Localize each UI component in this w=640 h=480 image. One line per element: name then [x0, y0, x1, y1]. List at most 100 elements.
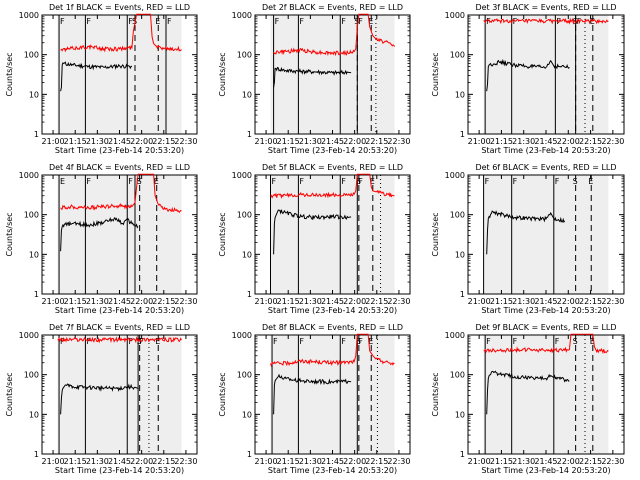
series-group: [270, 173, 395, 255]
y-tick-label: 10: [29, 410, 39, 419]
x-tick-label: 22:30: [387, 457, 410, 466]
x-axis-label: Start Time (23-Feb-14 20:53:20): [268, 146, 397, 155]
x-tick-label: 21:30: [299, 137, 322, 146]
observation-window: [57, 175, 182, 294]
lld-series-line: [270, 173, 395, 199]
lld-series-line: [60, 173, 182, 214]
chart-title: Det 4f BLACK = Events, RED = LLD: [49, 163, 190, 172]
marker-label: F: [555, 337, 560, 346]
x-tick-label: 21:30: [86, 457, 109, 466]
chart-panel: Det 5f BLACK = Events, RED = LLD 1 10 100 10…: [218, 163, 411, 315]
series-group: [57, 336, 182, 415]
x-tick-label: 21:00: [468, 297, 491, 306]
x-tick-label: 22:15: [579, 297, 602, 306]
y-tick-label: 100: [24, 51, 39, 60]
y-tick-label: 1: [247, 290, 252, 299]
events-series-line: [486, 370, 570, 415]
marker-label: F: [86, 337, 91, 346]
y-tick-label: 100: [450, 211, 465, 220]
observation-window: [483, 15, 609, 134]
x-axis-label: Start Time (23-Feb-14 20:53:20): [268, 466, 397, 475]
marker-label: S: [137, 177, 142, 186]
chart-title: Det 8f BLACK = Events, RED = LLD: [262, 323, 403, 332]
chart-panel: Det 8f BLACK = Events, RED = LLD 1 10 100 10…: [218, 323, 411, 475]
x-tick-label: 21:15: [64, 457, 87, 466]
series-group: [273, 13, 395, 88]
x-tick-label: 21:45: [108, 457, 131, 466]
series-group: [486, 210, 566, 255]
marker-label: F: [299, 337, 304, 346]
marker-label: E: [60, 177, 65, 186]
marker-label: E: [155, 17, 160, 26]
marker-label: F: [358, 337, 363, 346]
x-tick-label: 21:45: [108, 137, 131, 146]
y-tick-label: 10: [455, 90, 465, 99]
y-tick-label: 10: [455, 250, 465, 259]
x-tick-label: 21:30: [299, 457, 322, 466]
y-tick-label: 10: [242, 250, 252, 259]
marker-label: F: [513, 177, 518, 186]
x-axis-label: Start Time (23-Feb-14 20:53:20): [55, 306, 184, 315]
y-tick-label: 1000: [232, 171, 252, 180]
lld-series-line: [273, 13, 395, 57]
x-tick-label: 21:00: [42, 457, 65, 466]
chart-panel: Det 2f BLACK = Events, RED = LLD 1 10 100 10…: [218, 3, 411, 155]
events-series-line: [60, 383, 139, 415]
y-tick-label: 100: [237, 211, 252, 220]
y-tick-label: 1000: [19, 171, 39, 180]
chart-panel: Det 1f BLACK = Events, RED = LLD 1 10 100 10…: [5, 3, 198, 155]
x-tick-label: 22:30: [601, 297, 624, 306]
marker-label: F: [299, 177, 304, 186]
x-tick-label: 21:30: [512, 297, 535, 306]
marker-label: S: [354, 17, 359, 26]
y-tick-label: 1: [460, 450, 465, 459]
x-tick-label: 22:30: [174, 137, 197, 146]
observation-window: [483, 175, 609, 294]
x-tick-label: 22:15: [365, 297, 388, 306]
x-axis-label: Start Time (23-Feb-14 20:53:20): [268, 306, 397, 315]
chart-panel: Det 4f BLACK = Events, RED = LLD 1 10 100 10…: [5, 163, 198, 315]
x-tick-label: 22:15: [579, 457, 602, 466]
marker-label: E: [155, 337, 160, 346]
y-axis-label: Counts/sec: [431, 372, 440, 416]
chart-panel: Det 6f BLACK = Events, RED = LLD 1 10 100 10…: [431, 163, 625, 315]
y-axis-label: Counts/sec: [218, 372, 227, 416]
y-tick-label: 1000: [232, 11, 252, 20]
events-series-line: [273, 66, 352, 88]
x-tick-label: 21:45: [108, 297, 131, 306]
observation-window: [57, 335, 182, 454]
events-series-line: [60, 61, 133, 92]
marker-label: F: [167, 17, 172, 26]
marker-label: S: [132, 17, 137, 26]
marker-label: F: [60, 17, 65, 26]
chart-panel: Det 3f BLACK = Events, RED = LLD 1 10 100 10…: [431, 3, 625, 155]
x-tick-label: 21:45: [534, 297, 557, 306]
x-tick-label: 22:00: [557, 137, 580, 146]
x-axis-label: Start Time (23-Feb-14 20:53:20): [55, 146, 184, 155]
x-tick-label: 21:15: [277, 137, 300, 146]
x-tick-label: 21:45: [534, 137, 557, 146]
x-tick-label: 21:15: [277, 457, 300, 466]
x-tick-label: 21:30: [512, 137, 535, 146]
chart-title: Det 5f BLACK = Events, RED = LLD: [262, 163, 403, 172]
x-tick-label: 21:30: [86, 297, 109, 306]
observation-window: [270, 335, 395, 454]
x-tick-label: 21:00: [468, 137, 491, 146]
marker-label: E: [154, 177, 159, 186]
y-tick-label: 1000: [19, 11, 39, 20]
x-tick-label: 21:15: [64, 297, 87, 306]
x-tick-label: 22:00: [130, 297, 153, 306]
series-group: [60, 13, 182, 92]
chart-title: Det 7f BLACK = Events, RED = LLD: [49, 323, 190, 332]
y-tick-label: 1000: [232, 331, 252, 340]
events-series-line: [486, 58, 570, 92]
marker-label: S: [573, 337, 578, 346]
x-tick-label: 21:15: [490, 457, 513, 466]
x-tick-label: 21:30: [512, 457, 535, 466]
x-tick-label: 22:00: [130, 457, 153, 466]
x-tick-label: 21:00: [42, 297, 65, 306]
marker-label: E: [368, 17, 373, 26]
x-tick-label: 22:15: [579, 137, 602, 146]
y-tick-label: 10: [29, 250, 39, 259]
